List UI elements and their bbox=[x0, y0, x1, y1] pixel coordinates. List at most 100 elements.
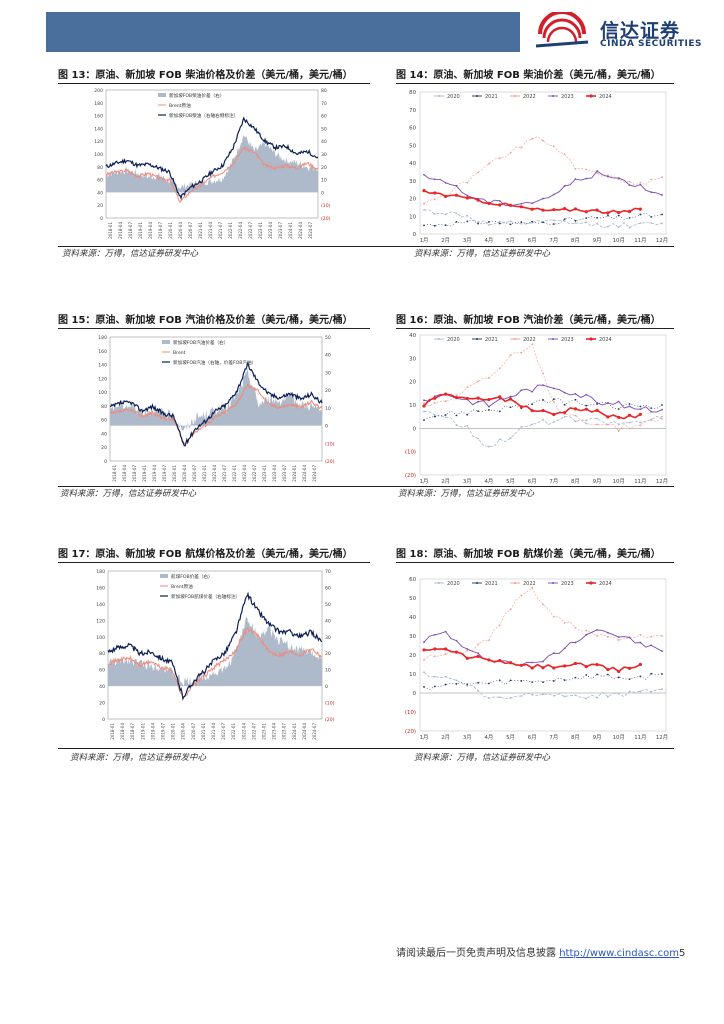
x-tick-label: 2023-04 bbox=[272, 465, 277, 482]
x-tick-label: 2018-04 bbox=[122, 465, 127, 482]
y-right-tick-label: 20 bbox=[321, 165, 327, 171]
x-tick-label: 12月 bbox=[656, 478, 668, 485]
chart-16: 40 30 20 10 0 (10) (20) 1月 2月 3月 4月 5月 6月 7月 8月 9月 10月 11… bbox=[405, 333, 668, 485]
data-point-2020 bbox=[542, 693, 544, 696]
x-tick-label: 11月 bbox=[634, 237, 646, 244]
x-tick-label: 2021-04 bbox=[212, 465, 217, 482]
x-tick-label: 10月 bbox=[613, 734, 625, 741]
data-point-2022 bbox=[585, 422, 588, 425]
data-point-2021 bbox=[661, 213, 663, 216]
data-point-2020 bbox=[488, 224, 490, 226]
data-point-2023 bbox=[607, 631, 609, 634]
data-point-2024 bbox=[584, 407, 588, 411]
data-point-2024 bbox=[617, 211, 621, 215]
data-point-2023 bbox=[596, 402, 598, 404]
website-link[interactable]: http://www.cindasc.com bbox=[559, 948, 679, 959]
x-tick-label: 2023-04 bbox=[268, 222, 273, 239]
y-right-tick-label: 10 bbox=[325, 668, 331, 674]
data-point-2021 bbox=[444, 224, 447, 227]
y-tick-label: 0 bbox=[413, 426, 417, 432]
data-point-2020 bbox=[617, 692, 620, 695]
data-point-2023 bbox=[596, 628, 598, 631]
y-right-tick-label: (10) bbox=[321, 203, 331, 209]
x-tick-label: 9月 bbox=[593, 478, 602, 485]
data-point-2023 bbox=[466, 194, 469, 197]
data-point-2021 bbox=[444, 683, 447, 686]
data-point-2020 bbox=[542, 418, 544, 421]
data-point-2020 bbox=[617, 423, 620, 426]
data-point-2022 bbox=[639, 181, 642, 184]
data-point-2024 bbox=[563, 410, 567, 415]
data-point-2020 bbox=[585, 221, 588, 224]
y-left-tick-label: 100 bbox=[96, 635, 105, 641]
data-point-2022 bbox=[520, 351, 523, 354]
y-left-tick-label: 120 bbox=[94, 139, 103, 145]
data-point-2021 bbox=[628, 216, 631, 219]
data-point-2022 bbox=[628, 180, 631, 183]
data-point-2024 bbox=[530, 207, 534, 211]
brent-line-series bbox=[105, 145, 319, 204]
data-point-2024 bbox=[530, 666, 534, 670]
legend-marker bbox=[438, 582, 440, 584]
data-point-2022 bbox=[488, 162, 490, 165]
data-point-2020 bbox=[498, 438, 501, 440]
data-point-2023 bbox=[607, 175, 609, 178]
data-point-2020 bbox=[423, 410, 425, 413]
data-point-2021 bbox=[542, 681, 544, 684]
data-point-2021 bbox=[607, 673, 609, 676]
data-point-2020 bbox=[574, 420, 577, 423]
data-point-2023 bbox=[639, 183, 642, 186]
data-point-2021 bbox=[423, 419, 425, 422]
y-left-tick-label: 80 bbox=[97, 165, 103, 171]
data-point-2021 bbox=[563, 218, 566, 221]
legend-label: 2020 bbox=[447, 581, 460, 587]
data-point-2024 bbox=[454, 193, 459, 197]
x-tick-label: 9月 bbox=[593, 734, 602, 741]
x-tick-label: 2021-07 bbox=[221, 723, 226, 740]
data-point-2022 bbox=[477, 643, 479, 646]
x-tick-label: 2021-01 bbox=[201, 723, 206, 740]
data-point-2022 bbox=[585, 629, 588, 632]
data-point-2021 bbox=[498, 410, 501, 413]
data-point-2024 bbox=[530, 409, 534, 413]
x-tick-label: 2019-01 bbox=[138, 222, 143, 239]
y-tick-label: (20) bbox=[405, 473, 416, 479]
data-point-2020 bbox=[520, 695, 523, 697]
x-tick-label: 2024-04 bbox=[298, 222, 303, 239]
x-tick-label: 2018-04 bbox=[120, 723, 125, 740]
data-point-2023 bbox=[531, 661, 534, 664]
data-point-2020 bbox=[596, 696, 598, 699]
legend-marker bbox=[438, 338, 440, 340]
spread-area-series bbox=[110, 367, 322, 431]
x-tick-label: 2024-04 bbox=[302, 723, 307, 740]
x-tick-label: 2020-01 bbox=[172, 465, 177, 482]
x-tick-label: 2022-07 bbox=[248, 222, 253, 239]
y-right-tick-label: 60 bbox=[325, 585, 331, 591]
data-point-2023 bbox=[509, 395, 512, 398]
y-tick-label: 40 bbox=[409, 161, 416, 167]
y-right-tick-label: 10 bbox=[325, 406, 331, 412]
x-tick-label: 2020-07 bbox=[191, 723, 196, 740]
x-tick-label: 2024-01 bbox=[288, 222, 293, 239]
x-tick-label: 2021-04 bbox=[211, 723, 216, 740]
data-point-2023 bbox=[650, 410, 653, 413]
plot-frame bbox=[109, 336, 323, 462]
data-point-2020 bbox=[531, 423, 534, 426]
y-right-tick-label: (20) bbox=[321, 216, 331, 222]
x-tick-label: 10月 bbox=[613, 237, 625, 244]
data-point-2020 bbox=[639, 222, 642, 225]
data-point-2021 bbox=[444, 414, 447, 416]
x-tick-label: 2018-07 bbox=[132, 465, 137, 482]
y-right-tick-label: 80 bbox=[321, 88, 327, 94]
x-tick-label: 2023-01 bbox=[262, 723, 267, 740]
data-point-2020 bbox=[466, 214, 469, 217]
x-tick-label: 7月 bbox=[549, 237, 558, 244]
y-right-tick-label: 30 bbox=[325, 635, 331, 641]
data-point-2023 bbox=[574, 392, 577, 395]
year-line-2021 bbox=[423, 398, 663, 421]
data-point-2022 bbox=[444, 653, 447, 656]
data-point-2022 bbox=[455, 394, 458, 397]
legend-label: Brent原油 bbox=[171, 583, 193, 590]
y-tick-label: 50 bbox=[409, 596, 416, 602]
data-point-2023 bbox=[563, 185, 566, 187]
